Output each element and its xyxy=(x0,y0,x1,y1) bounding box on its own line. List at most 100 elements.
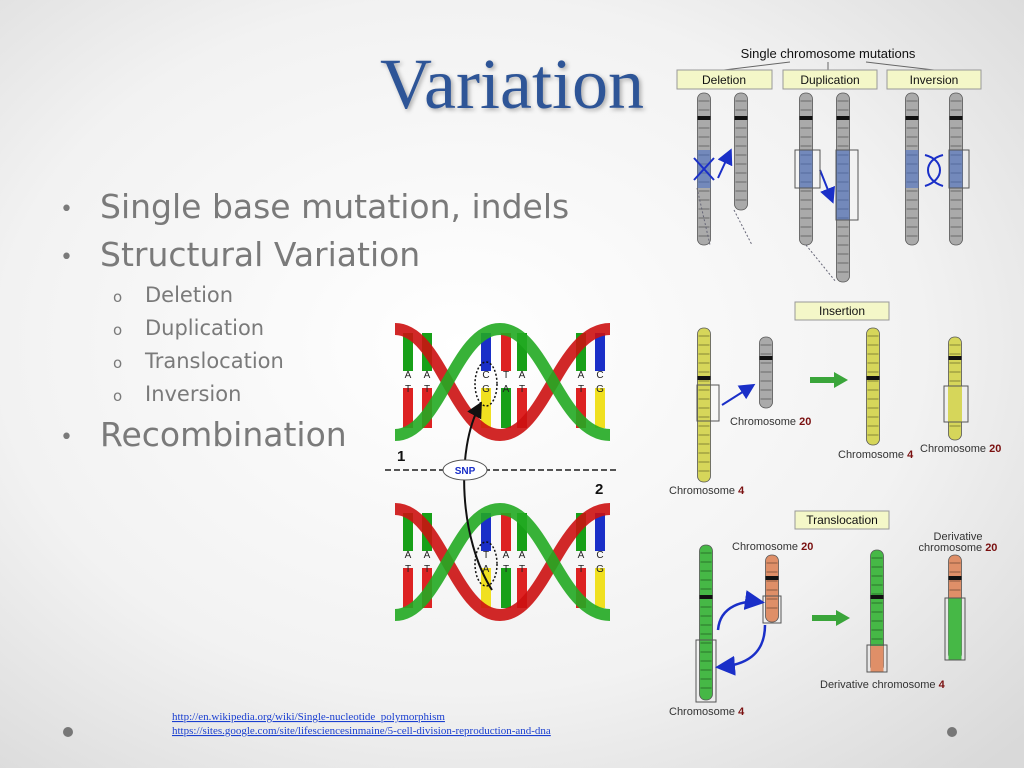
arrow xyxy=(836,610,850,626)
sub-bullet-marker: o xyxy=(113,387,122,405)
base-letter: T xyxy=(424,564,430,575)
base-letter: G xyxy=(596,564,604,575)
base-pair xyxy=(576,568,586,608)
chromosome-label: chromosome 20 xyxy=(919,542,998,554)
chromosome-label: Derivative xyxy=(934,531,983,543)
highlight xyxy=(905,150,919,188)
highlight xyxy=(799,150,813,188)
base-letter: A xyxy=(519,370,526,381)
type-label: Inversion xyxy=(910,73,959,87)
sub-bullet: Duplication xyxy=(145,316,264,340)
centromere xyxy=(948,576,962,580)
arrow xyxy=(721,383,756,406)
base-letter: A xyxy=(503,550,510,561)
base-pair xyxy=(576,333,586,371)
type-box xyxy=(676,69,773,90)
base-pair xyxy=(501,388,511,428)
arrow xyxy=(834,372,848,388)
chromosome xyxy=(699,544,713,701)
snp-circle xyxy=(474,541,498,587)
centromere xyxy=(765,576,779,580)
base-letter: A xyxy=(405,550,412,561)
bullet: Single base mutation, indels xyxy=(100,187,569,226)
base-pair xyxy=(517,513,527,551)
frame xyxy=(794,149,821,189)
base-letter: T xyxy=(519,564,525,575)
frame xyxy=(943,385,969,423)
region xyxy=(870,646,884,672)
strand xyxy=(394,322,611,441)
chromosome-label: Chromosome 20 xyxy=(732,541,813,553)
corner-dot xyxy=(63,727,73,737)
base-letter: T xyxy=(424,384,430,395)
bullet: Recombination xyxy=(100,415,347,454)
base-pair xyxy=(517,568,527,608)
chromosome xyxy=(866,327,880,446)
corner-dot xyxy=(947,727,957,737)
base-letter: T xyxy=(519,384,525,395)
slide-title: Variation xyxy=(380,44,644,124)
arrow xyxy=(819,169,835,204)
deletion-cross xyxy=(693,157,715,181)
arrow xyxy=(924,154,944,187)
base-letter: G xyxy=(596,384,604,395)
base-letter: A xyxy=(578,370,585,381)
base-letter: A xyxy=(519,550,526,561)
base-letter: C xyxy=(596,550,603,561)
chromosome-label: Derivative chromosome 4 xyxy=(820,679,946,691)
strand-label: 2 xyxy=(595,481,603,498)
sub-bullet-marker: o xyxy=(113,354,122,372)
bullet-list: • Single base mutation, indels • Structu… xyxy=(60,187,569,454)
type-box xyxy=(794,301,890,321)
strand xyxy=(394,323,611,442)
centromere xyxy=(697,376,711,380)
chromosome-label: Chromosome 4 xyxy=(838,449,914,461)
base-pair xyxy=(595,388,605,428)
bullet: Structural Variation xyxy=(100,235,420,274)
base-pair xyxy=(403,513,413,551)
frame xyxy=(866,644,888,673)
base-letter: T xyxy=(578,564,584,575)
sub-bullet: Inversion xyxy=(145,382,241,406)
base-letter: T xyxy=(405,564,411,575)
bullet-marker: • xyxy=(60,425,73,450)
connector xyxy=(723,61,935,71)
frame xyxy=(948,149,970,189)
sub-bullet: Deletion xyxy=(145,283,233,307)
base-pair xyxy=(576,388,586,428)
base-pair xyxy=(595,568,605,608)
chromosome-label: Chromosome 4 xyxy=(669,706,745,718)
base-pair xyxy=(576,513,586,551)
base-pair xyxy=(501,333,511,371)
base-letter: A xyxy=(424,370,431,381)
region xyxy=(948,386,962,422)
frame xyxy=(944,597,966,661)
arrow xyxy=(717,148,733,179)
base-pair xyxy=(595,513,605,551)
base-letter: T xyxy=(503,564,509,575)
type-label: Duplication xyxy=(800,73,859,87)
centromere xyxy=(799,116,813,120)
pointer xyxy=(463,401,493,591)
region xyxy=(948,598,962,660)
base-letter: T xyxy=(483,550,489,561)
base-pair xyxy=(517,388,527,428)
base-pair xyxy=(403,333,413,371)
base-pair xyxy=(501,513,511,551)
base-letter: C xyxy=(482,370,489,381)
chromosome xyxy=(759,336,773,409)
base-pair xyxy=(403,568,413,608)
mutation-figure: Single chromosome mutations Deletion Dup… xyxy=(669,46,1001,718)
type-box xyxy=(782,69,878,90)
bullet-marker: • xyxy=(60,197,73,222)
centromere xyxy=(948,356,962,360)
reference-link[interactable]: https://sites.google.com/site/lifescienc… xyxy=(172,725,551,737)
base-letter: A xyxy=(503,384,510,395)
base-pair xyxy=(481,388,491,428)
reference-link[interactable]: http://en.wikipedia.org/wiki/Single-nucl… xyxy=(172,711,445,723)
sub-bullet-marker: o xyxy=(113,321,122,339)
strand-label: 1 xyxy=(397,448,405,465)
arrow xyxy=(716,590,765,631)
